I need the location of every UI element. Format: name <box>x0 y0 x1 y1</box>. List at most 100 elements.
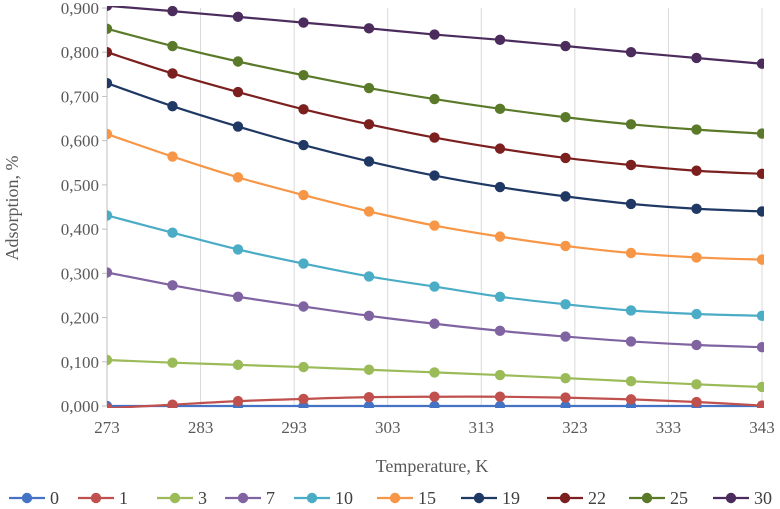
data-point-7 <box>494 325 506 337</box>
y-tick-label: 0,000 <box>61 397 99 416</box>
data-point-30 <box>494 34 506 46</box>
legend-label-19: 19 <box>502 488 520 508</box>
data-point-15 <box>298 189 309 201</box>
series-line-22 <box>107 51 763 175</box>
data-point-25 <box>494 103 506 115</box>
data-point-1 <box>107 403 113 408</box>
data-point-22 <box>691 165 702 176</box>
legend-marker-19 <box>473 492 485 504</box>
x-tick-label: 323 <box>562 418 588 437</box>
data-point-22 <box>363 119 375 130</box>
y-tick-labels: 0,000 0,100 0,200 0,300 0,400 0,500 0,600 0,700… <box>61 0 99 416</box>
data-point-25 <box>107 23 113 34</box>
data-point-15 <box>625 247 637 259</box>
data-point-1 <box>625 394 637 405</box>
data-point-15 <box>363 206 375 217</box>
data-point-3 <box>107 354 113 366</box>
data-point-19 <box>625 198 637 210</box>
data-point-19 <box>429 170 440 181</box>
data-point-19 <box>232 121 244 132</box>
data-point-22 <box>756 168 764 180</box>
data-point-19 <box>167 100 178 112</box>
y-tick-label: 0,200 <box>61 309 99 328</box>
legend-label-1: 1 <box>119 488 128 508</box>
data-point-25 <box>560 112 571 123</box>
series-1 <box>107 391 764 408</box>
y-tick-label: 0,600 <box>61 132 99 151</box>
x-tick-label: 293 <box>281 418 307 437</box>
data-point-7 <box>560 331 571 342</box>
data-point-25 <box>298 70 309 81</box>
data-point-30 <box>625 47 637 58</box>
data-point-15 <box>167 151 178 162</box>
data-point-10 <box>363 271 375 282</box>
y-tick-label: 0,900 <box>61 0 99 18</box>
x-tick-label: 273 <box>94 418 120 437</box>
y-tick-label: 0,400 <box>61 220 99 239</box>
data-point-25 <box>756 128 764 139</box>
series-22 <box>107 47 764 180</box>
data-point-3 <box>756 381 764 393</box>
series-25 <box>107 23 764 139</box>
data-point-22 <box>625 159 637 171</box>
data-point-30 <box>298 17 309 28</box>
data-point-0 <box>560 400 571 408</box>
series-15 <box>107 128 764 265</box>
series-30 <box>107 6 764 69</box>
x-tick-label: 313 <box>469 418 495 437</box>
data-point-7 <box>107 267 113 278</box>
data-point-7 <box>625 336 637 347</box>
data-point-10 <box>691 308 702 320</box>
data-point-3 <box>167 357 178 368</box>
data-point-0 <box>429 400 440 408</box>
legend-label-30: 30 <box>754 488 772 508</box>
data-point-22 <box>232 86 244 98</box>
y-tick-label: 0,100 <box>61 353 99 372</box>
data-point-7 <box>232 291 244 302</box>
data-point-3 <box>298 361 309 373</box>
legend-marker-15 <box>389 492 401 504</box>
data-point-10 <box>625 305 637 316</box>
data-point-30 <box>691 52 702 64</box>
legend-item-19: 19 <box>461 488 520 508</box>
data-point-0 <box>494 400 506 408</box>
legend-label-10: 10 <box>335 488 353 508</box>
data-point-30 <box>560 40 571 52</box>
data-point-10 <box>107 210 113 221</box>
data-point-19 <box>107 77 113 89</box>
data-point-25 <box>429 93 440 105</box>
legend-item-3: 3 <box>157 488 207 508</box>
data-point-15 <box>429 220 440 231</box>
data-point-10 <box>167 227 178 238</box>
y-tick-label: 0,300 <box>61 264 99 283</box>
legend-label-15: 15 <box>418 488 436 508</box>
data-point-1 <box>691 396 702 408</box>
series-10 <box>107 210 764 321</box>
legend: 0 1 3 7 10 15 19 22 25 30 <box>9 488 772 508</box>
data-point-19 <box>298 139 309 151</box>
data-point-15 <box>756 254 764 265</box>
data-point-1 <box>429 391 440 402</box>
y-tick-label: 0,500 <box>61 176 99 195</box>
legend-marker-25 <box>641 492 653 504</box>
data-point-25 <box>691 124 702 135</box>
data-point-1 <box>167 399 178 408</box>
data-point-22 <box>560 152 571 164</box>
data-point-22 <box>167 68 178 79</box>
legend-marker-22 <box>559 492 571 504</box>
data-point-10 <box>429 281 440 292</box>
x-tick-label: 303 <box>375 418 401 437</box>
y-tick-label: 0,800 <box>61 43 99 62</box>
data-point-19 <box>363 156 375 167</box>
legend-item-15: 15 <box>377 488 436 508</box>
series-19 <box>107 77 764 217</box>
data-point-25 <box>363 82 375 94</box>
data-point-25 <box>625 119 637 130</box>
series-line-25 <box>107 27 763 135</box>
legend-marker-3 <box>169 492 181 504</box>
data-point-15 <box>691 252 702 263</box>
data-point-10 <box>232 244 244 255</box>
data-point-22 <box>298 104 309 115</box>
x-tick-label: 333 <box>656 418 682 437</box>
